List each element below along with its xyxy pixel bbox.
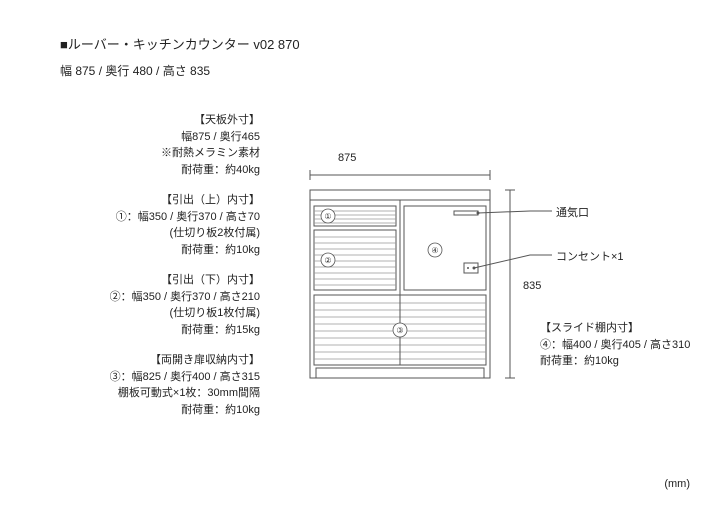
- vent-label: 通気口: [556, 204, 589, 220]
- spec-line: 耐荷重：約10kg: [540, 353, 700, 370]
- marker-3: ③: [396, 326, 403, 335]
- product-title: ■ルーバー・キッチンカウンター v02 870: [60, 34, 300, 53]
- spec-slide-shelf: 【スライド棚内寸】 ④：幅400 / 奥行405 / 高さ310 耐荷重：約10…: [540, 320, 700, 370]
- unit-label: (mm): [664, 478, 690, 490]
- spec-doors: 【両開き扉収納内寸】 ③：幅825 / 奥行400 / 高さ315 棚板可動式×…: [60, 352, 260, 418]
- spec-line: ※耐熱メラミン素材: [60, 145, 260, 162]
- spec-drawer-upper: 【引出（上）内寸】 ①：幅350 / 奥行370 / 高さ70 (仕切り板2枚付…: [60, 192, 260, 258]
- spec-drawer-lower: 【引出（下）内寸】 ②：幅350 / 奥行370 / 高さ210 (仕切り板1枚…: [60, 272, 260, 338]
- spec-line: 耐荷重：約10kg: [60, 242, 260, 259]
- spec-line: (仕切り板1枚付属): [60, 305, 260, 322]
- spec-line: (仕切り板2枚付属): [60, 225, 260, 242]
- spec-line: 棚板可動式×1枚：30mm間隔: [60, 385, 260, 402]
- marker-2: ②: [324, 256, 331, 265]
- spec-header: 【引出（下）内寸】: [60, 272, 260, 289]
- product-dimensions: 幅 875 / 奥行 480 / 高さ 835: [60, 62, 210, 79]
- marker-4: ④: [431, 246, 438, 255]
- spec-line: ②：幅350 / 奥行370 / 高さ210: [60, 289, 260, 306]
- spec-line: 幅875 / 奥行465: [60, 129, 260, 146]
- outlet-label: コンセント×1: [556, 248, 624, 264]
- spec-line: ①：幅350 / 奥行370 / 高さ70: [60, 209, 260, 226]
- spec-top-panel: 【天板外寸】 幅875 / 奥行465 ※耐熱メラミン素材 耐荷重：約40kg: [60, 112, 260, 178]
- spec-line: 耐荷重：約10kg: [60, 402, 260, 419]
- spec-header: 【天板外寸】: [60, 112, 260, 129]
- width-dimension-label: 875: [338, 152, 356, 164]
- cabinet-drawing: ① ② ③ ④: [280, 165, 560, 395]
- spec-header: 【スライド棚内寸】: [540, 320, 700, 337]
- spec-header: 【引出（上）内寸】: [60, 192, 260, 209]
- spec-line: 耐荷重：約40kg: [60, 162, 260, 179]
- marker-1: ①: [324, 212, 331, 221]
- spec-header: 【両開き扉収納内寸】: [60, 352, 260, 369]
- spec-line: ③：幅825 / 奥行400 / 高さ315: [60, 369, 260, 386]
- spec-line: 耐荷重：約15kg: [60, 322, 260, 339]
- spec-line: ④：幅400 / 奥行405 / 高さ310: [540, 337, 700, 354]
